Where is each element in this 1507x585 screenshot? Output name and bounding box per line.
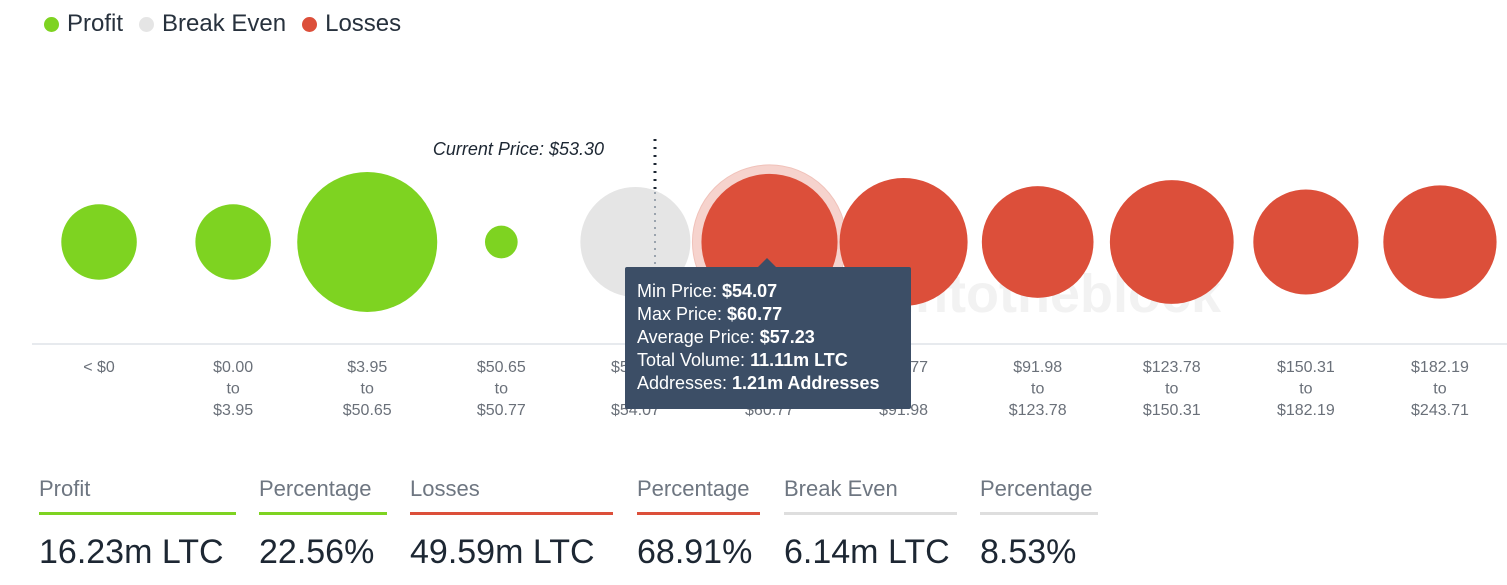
- bubble: [484, 225, 518, 259]
- x-tick-label-line: $50.77: [477, 402, 526, 419]
- x-tick-label-line: $0.00: [213, 359, 253, 376]
- stat-value: 22.56%: [259, 533, 375, 571]
- stat-value: 68.91%: [637, 533, 753, 571]
- stat-bar: [980, 512, 1098, 515]
- tooltip-row-average-price: Average Price: $57.23: [637, 326, 899, 349]
- x-tick-label-line: to: [495, 381, 508, 398]
- x-tick-label-line: $123.78: [1143, 359, 1201, 376]
- legend-label: Losses: [325, 10, 402, 37]
- x-tick-label: $50.65 to $50.77: [477, 359, 526, 419]
- stat-label: Percentage: [637, 476, 750, 501]
- tooltip-value: $60.77: [727, 304, 783, 324]
- tooltip-value: 1.21m Addresses: [732, 373, 880, 393]
- stat-losses: Losses 49.59m LTC: [410, 472, 613, 572]
- legend: Profit Break Even Losses: [44, 10, 401, 38]
- summary-stats: Profit 16.23m LTC Percentage 22.56% Loss…: [0, 472, 1507, 582]
- legend-item-break-even[interactable]: Break Even: [139, 10, 286, 38]
- stat-profit-percentage: Percentage 22.56%: [259, 472, 387, 572]
- stat-bar: [259, 512, 387, 515]
- x-tick-label-line: to: [226, 381, 239, 398]
- x-tick-label-line: $150.31: [1143, 402, 1201, 419]
- x-tick-label: $3.95 to $50.65: [343, 359, 392, 419]
- stat-label: Percentage: [259, 476, 372, 501]
- stat-label: Percentage: [980, 476, 1093, 501]
- x-tick-label-line: $3.95: [213, 402, 253, 419]
- stat-value: 49.59m LTC: [410, 533, 595, 571]
- x-tick-label-line: $123.78: [1009, 402, 1067, 419]
- bubble: [1109, 180, 1234, 304]
- bubble: [61, 204, 137, 280]
- stat-bar: [637, 512, 760, 515]
- stat-bar: [410, 512, 613, 515]
- stat-value: 16.23m LTC: [39, 533, 224, 571]
- tooltip-label: Total Volume:: [637, 350, 751, 370]
- tooltip: Min Price: $54.07 Max Price: $60.77 Aver…: [625, 258, 911, 409]
- tooltip-value: $57.23: [759, 327, 815, 347]
- stat-label: Profit: [39, 476, 91, 501]
- x-tick-label-line: $150.31: [1277, 359, 1335, 376]
- legend-label: Break Even: [162, 10, 287, 37]
- x-tick-label: $91.98 to $123.78: [1009, 359, 1067, 419]
- stat-bar: [39, 512, 236, 515]
- x-tick-label-line: $91.98: [1013, 359, 1062, 376]
- stat-label: Break Even: [784, 476, 898, 501]
- bubble: [981, 186, 1094, 298]
- bubble: [195, 204, 271, 280]
- x-tick-label: $182.19 to $243.71: [1411, 359, 1469, 419]
- x-tick-label: $123.78 to $150.31: [1143, 359, 1201, 419]
- x-tick-label: $0.00 to $3.95: [213, 359, 253, 419]
- legend-item-losses[interactable]: Losses: [302, 10, 401, 38]
- x-tick-label-line: to: [361, 381, 374, 398]
- tooltip-row-addresses: Addresses: 1.21m Addresses: [637, 372, 899, 395]
- tooltip-value: 11.11m LTC: [750, 350, 848, 370]
- tooltip-value: $54.07: [722, 281, 778, 301]
- x-tick-label-line: $50.65: [343, 402, 392, 419]
- legend-label: Profit: [67, 10, 124, 37]
- legend-item-profit[interactable]: Profit: [44, 10, 123, 38]
- tooltip-row-total-volume: Total Volume: 11.11m LTC: [637, 349, 899, 372]
- legend-dot-icon: [302, 16, 318, 32]
- tooltip-label: Average Price:: [637, 327, 760, 347]
- x-tick-label-line: to: [1031, 381, 1044, 398]
- stat-bar: [784, 512, 957, 515]
- bubble: [297, 172, 438, 312]
- stat-profit: Profit 16.23m LTC: [39, 472, 236, 572]
- x-tick-label-line: to: [1299, 381, 1312, 398]
- x-tick-label-line: $3.95: [347, 359, 387, 376]
- x-tick-label-line: $50.65: [477, 359, 526, 376]
- tooltip-label: Max Price:: [637, 304, 728, 324]
- x-tick-label-line: $182.19: [1411, 359, 1469, 376]
- x-tick-label-line: $182.19: [1277, 402, 1335, 419]
- tooltip-label: Addresses:: [637, 373, 733, 393]
- x-tick-label-line: to: [1433, 381, 1446, 398]
- x-tick-label-line: to: [1165, 381, 1178, 398]
- current-price-label: Current Price: $53.30: [433, 139, 604, 159]
- stat-break-even-percentage: Percentage 8.53%: [980, 472, 1098, 572]
- x-tick-label-line: < $0: [83, 359, 115, 376]
- stat-losses-percentage: Percentage 68.91%: [637, 472, 760, 572]
- x-tick-label: < $0: [83, 359, 115, 376]
- tooltip-row-min-price: Min Price: $54.07: [637, 280, 899, 303]
- tooltip-label: Min Price:: [637, 281, 723, 301]
- tooltip-row-max-price: Max Price: $60.77: [637, 303, 899, 326]
- x-tick-label-line: $243.71: [1411, 402, 1469, 419]
- stat-break-even: Break Even 6.14m LTC: [784, 472, 957, 572]
- stat-label: Losses: [410, 476, 480, 501]
- bubble: [1253, 189, 1359, 295]
- stat-value: 8.53%: [980, 533, 1077, 571]
- legend-dot-icon: [139, 16, 155, 32]
- legend-dot-icon: [44, 16, 59, 32]
- bubble: [1383, 185, 1497, 299]
- stat-value: 6.14m LTC: [784, 533, 950, 571]
- x-tick-label: $150.31 to $182.19: [1277, 359, 1335, 419]
